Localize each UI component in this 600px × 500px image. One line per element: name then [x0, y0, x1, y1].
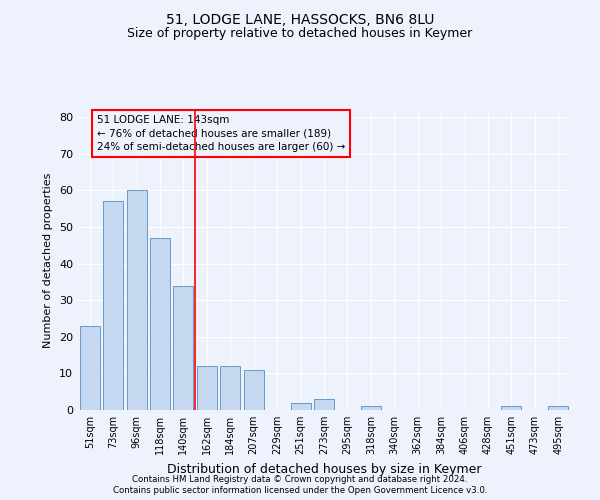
Text: Size of property relative to detached houses in Keymer: Size of property relative to detached ho… [127, 28, 473, 40]
X-axis label: Distribution of detached houses by size in Keymer: Distribution of detached houses by size … [167, 462, 481, 475]
Text: 51 LODGE LANE: 143sqm
← 76% of detached houses are smaller (189)
24% of semi-det: 51 LODGE LANE: 143sqm ← 76% of detached … [97, 116, 345, 152]
Bar [103, 202, 123, 410]
Bar [197, 366, 217, 410]
Bar [290, 402, 311, 410]
Text: Contains public sector information licensed under the Open Government Licence v3: Contains public sector information licen… [113, 486, 487, 495]
Bar [127, 190, 146, 410]
Y-axis label: Number of detached properties: Number of detached properties [43, 172, 53, 348]
Bar [502, 406, 521, 410]
Bar [80, 326, 100, 410]
Text: Contains HM Land Registry data © Crown copyright and database right 2024.: Contains HM Land Registry data © Crown c… [132, 475, 468, 484]
Text: 51, LODGE LANE, HASSOCKS, BN6 8LU: 51, LODGE LANE, HASSOCKS, BN6 8LU [166, 12, 434, 26]
Bar [150, 238, 170, 410]
Bar [173, 286, 193, 410]
Bar [361, 406, 381, 410]
Bar [220, 366, 240, 410]
Bar [548, 406, 568, 410]
Bar [244, 370, 263, 410]
Bar [314, 399, 334, 410]
